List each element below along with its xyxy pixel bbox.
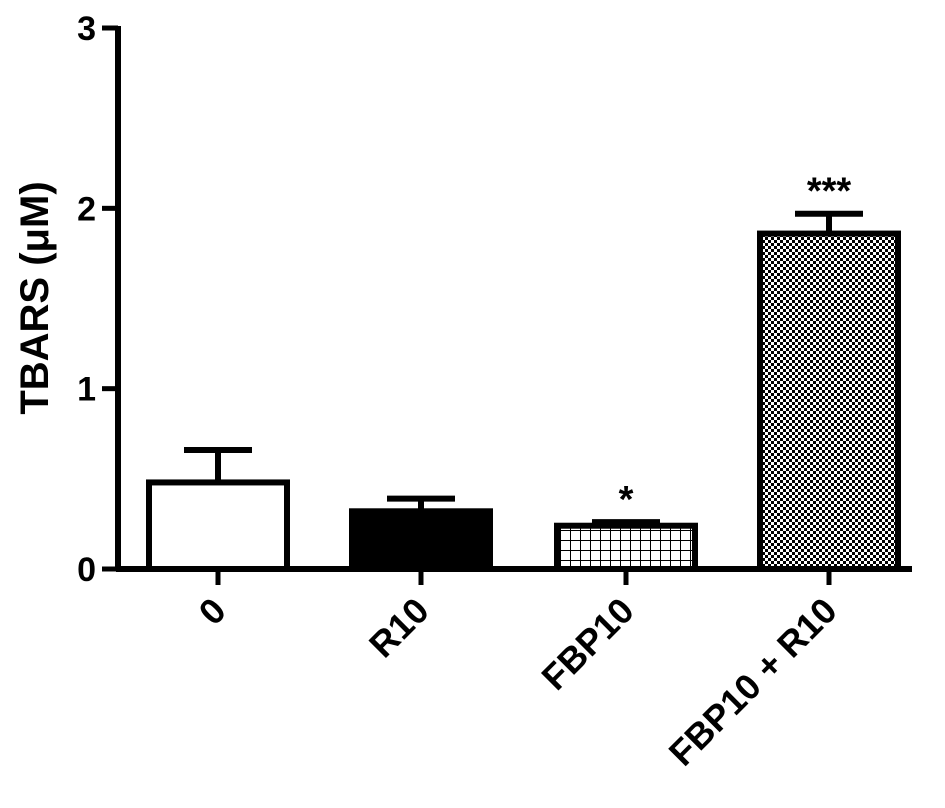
x-tick-label: 0 <box>191 590 234 633</box>
y-tick-label: 0 <box>77 551 96 589</box>
y-axis-title: TBARS (μM) <box>13 181 57 414</box>
bar <box>349 508 493 572</box>
bar <box>554 522 698 572</box>
plot-area: 0 1 2 3 0 R10 FBP10 * FBP10 + R10 *** <box>77 10 912 774</box>
y-tick-label: 2 <box>77 190 96 228</box>
y-tick-label: 3 <box>77 10 96 48</box>
y-tick-label: 1 <box>77 371 96 409</box>
bar <box>757 230 901 573</box>
x-tick-label: R10 <box>361 590 437 666</box>
bar <box>146 479 290 572</box>
significance-marker: * <box>619 479 634 521</box>
x-tick-label: FBP10 + R10 <box>661 590 845 774</box>
x-tick-label: FBP10 <box>533 590 641 698</box>
significance-marker: *** <box>807 171 852 213</box>
